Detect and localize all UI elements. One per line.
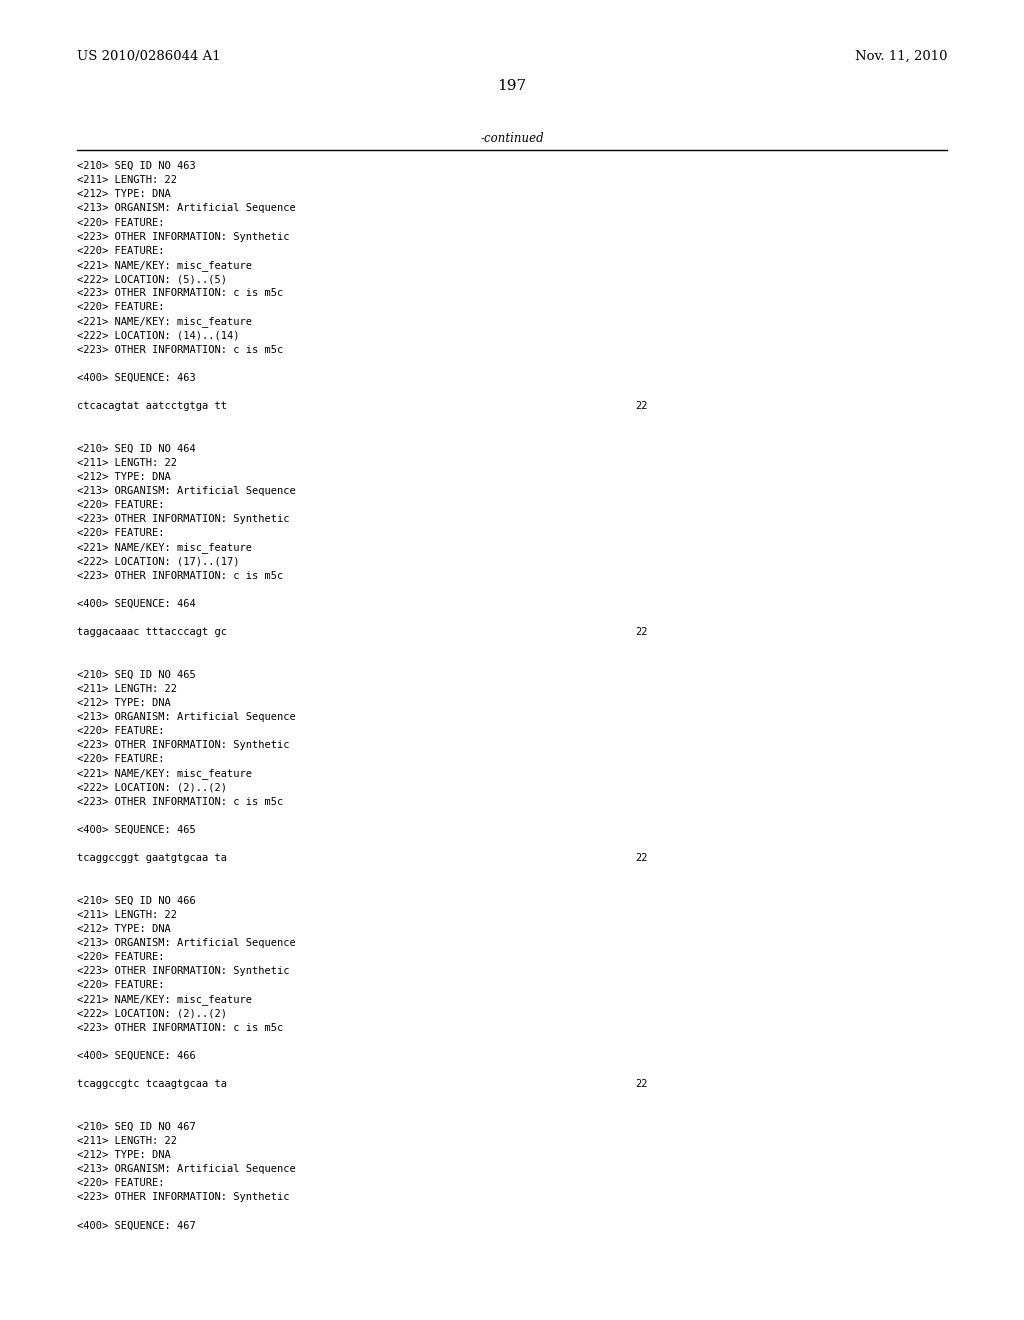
Text: <210> SEQ ID NO 463: <210> SEQ ID NO 463 <box>77 161 196 172</box>
Text: <220> FEATURE:: <220> FEATURE: <box>77 952 164 962</box>
Text: <212> TYPE: DNA: <212> TYPE: DNA <box>77 924 171 933</box>
Text: <223> OTHER INFORMATION: Synthetic: <223> OTHER INFORMATION: Synthetic <box>77 1192 290 1203</box>
Text: <220> FEATURE:: <220> FEATURE: <box>77 754 164 764</box>
Text: 22: 22 <box>635 401 647 411</box>
Text: <223> OTHER INFORMATION: c is m5c: <223> OTHER INFORMATION: c is m5c <box>77 345 283 355</box>
Text: <220> FEATURE:: <220> FEATURE: <box>77 981 164 990</box>
Text: <210> SEQ ID NO 465: <210> SEQ ID NO 465 <box>77 669 196 680</box>
Text: <210> SEQ ID NO 467: <210> SEQ ID NO 467 <box>77 1122 196 1131</box>
Text: <212> TYPE: DNA: <212> TYPE: DNA <box>77 189 171 199</box>
Text: <400> SEQUENCE: 466: <400> SEQUENCE: 466 <box>77 1051 196 1061</box>
Text: <213> ORGANISM: Artificial Sequence: <213> ORGANISM: Artificial Sequence <box>77 937 296 948</box>
Text: <222> LOCATION: (2)..(2): <222> LOCATION: (2)..(2) <box>77 783 226 792</box>
Text: <223> OTHER INFORMATION: Synthetic: <223> OTHER INFORMATION: Synthetic <box>77 232 290 242</box>
Text: <220> FEATURE:: <220> FEATURE: <box>77 302 164 313</box>
Text: <220> FEATURE:: <220> FEATURE: <box>77 528 164 539</box>
Text: <223> OTHER INFORMATION: c is m5c: <223> OTHER INFORMATION: c is m5c <box>77 288 283 298</box>
Text: <223> OTHER INFORMATION: c is m5c: <223> OTHER INFORMATION: c is m5c <box>77 1023 283 1032</box>
Text: <223> OTHER INFORMATION: Synthetic: <223> OTHER INFORMATION: Synthetic <box>77 513 290 524</box>
Text: <221> NAME/KEY: misc_feature: <221> NAME/KEY: misc_feature <box>77 317 252 327</box>
Text: <221> NAME/KEY: misc_feature: <221> NAME/KEY: misc_feature <box>77 994 252 1006</box>
Text: 197: 197 <box>498 79 526 94</box>
Text: 22: 22 <box>635 627 647 638</box>
Text: <211> LENGTH: 22: <211> LENGTH: 22 <box>77 909 177 920</box>
Text: <223> OTHER INFORMATION: c is m5c: <223> OTHER INFORMATION: c is m5c <box>77 570 283 581</box>
Text: <400> SEQUENCE: 467: <400> SEQUENCE: 467 <box>77 1220 196 1230</box>
Text: <213> ORGANISM: Artificial Sequence: <213> ORGANISM: Artificial Sequence <box>77 1164 296 1173</box>
Text: taggacaaac tttacccagt gc: taggacaaac tttacccagt gc <box>77 627 226 638</box>
Text: <211> LENGTH: 22: <211> LENGTH: 22 <box>77 1135 177 1146</box>
Text: <211> LENGTH: 22: <211> LENGTH: 22 <box>77 458 177 467</box>
Text: 22: 22 <box>635 853 647 863</box>
Text: <400> SEQUENCE: 463: <400> SEQUENCE: 463 <box>77 372 196 383</box>
Text: tcaggccggt gaatgtgcaa ta: tcaggccggt gaatgtgcaa ta <box>77 853 226 863</box>
Text: <222> LOCATION: (14)..(14): <222> LOCATION: (14)..(14) <box>77 330 240 341</box>
Text: tcaggccgtc tcaagtgcaa ta: tcaggccgtc tcaagtgcaa ta <box>77 1080 226 1089</box>
Text: US 2010/0286044 A1: US 2010/0286044 A1 <box>77 50 220 63</box>
Text: <223> OTHER INFORMATION: Synthetic: <223> OTHER INFORMATION: Synthetic <box>77 966 290 975</box>
Text: <213> ORGANISM: Artificial Sequence: <213> ORGANISM: Artificial Sequence <box>77 711 296 722</box>
Text: <223> OTHER INFORMATION: c is m5c: <223> OTHER INFORMATION: c is m5c <box>77 796 283 807</box>
Text: <210> SEQ ID NO 464: <210> SEQ ID NO 464 <box>77 444 196 454</box>
Text: <220> FEATURE:: <220> FEATURE: <box>77 726 164 737</box>
Text: <220> FEATURE:: <220> FEATURE: <box>77 1177 164 1188</box>
Text: <213> ORGANISM: Artificial Sequence: <213> ORGANISM: Artificial Sequence <box>77 203 296 214</box>
Text: <221> NAME/KEY: misc_feature: <221> NAME/KEY: misc_feature <box>77 543 252 553</box>
Text: <211> LENGTH: 22: <211> LENGTH: 22 <box>77 684 177 693</box>
Text: <221> NAME/KEY: misc_feature: <221> NAME/KEY: misc_feature <box>77 260 252 271</box>
Text: <212> TYPE: DNA: <212> TYPE: DNA <box>77 471 171 482</box>
Text: Nov. 11, 2010: Nov. 11, 2010 <box>855 50 947 63</box>
Text: <222> LOCATION: (2)..(2): <222> LOCATION: (2)..(2) <box>77 1008 226 1019</box>
Text: -continued: -continued <box>480 132 544 145</box>
Text: <220> FEATURE:: <220> FEATURE: <box>77 246 164 256</box>
Text: <400> SEQUENCE: 464: <400> SEQUENCE: 464 <box>77 599 196 609</box>
Text: <220> FEATURE:: <220> FEATURE: <box>77 500 164 510</box>
Text: <210> SEQ ID NO 466: <210> SEQ ID NO 466 <box>77 895 196 906</box>
Text: <221> NAME/KEY: misc_feature: <221> NAME/KEY: misc_feature <box>77 768 252 779</box>
Text: <212> TYPE: DNA: <212> TYPE: DNA <box>77 698 171 708</box>
Text: <220> FEATURE:: <220> FEATURE: <box>77 218 164 227</box>
Text: <222> LOCATION: (17)..(17): <222> LOCATION: (17)..(17) <box>77 557 240 566</box>
Text: <213> ORGANISM: Artificial Sequence: <213> ORGANISM: Artificial Sequence <box>77 486 296 496</box>
Text: <212> TYPE: DNA: <212> TYPE: DNA <box>77 1150 171 1160</box>
Text: ctcacagtat aatcctgtga tt: ctcacagtat aatcctgtga tt <box>77 401 226 411</box>
Text: <223> OTHER INFORMATION: Synthetic: <223> OTHER INFORMATION: Synthetic <box>77 741 290 750</box>
Text: <211> LENGTH: 22: <211> LENGTH: 22 <box>77 176 177 185</box>
Text: <400> SEQUENCE: 465: <400> SEQUENCE: 465 <box>77 825 196 834</box>
Text: <222> LOCATION: (5)..(5): <222> LOCATION: (5)..(5) <box>77 275 226 284</box>
Text: 22: 22 <box>635 1080 647 1089</box>
